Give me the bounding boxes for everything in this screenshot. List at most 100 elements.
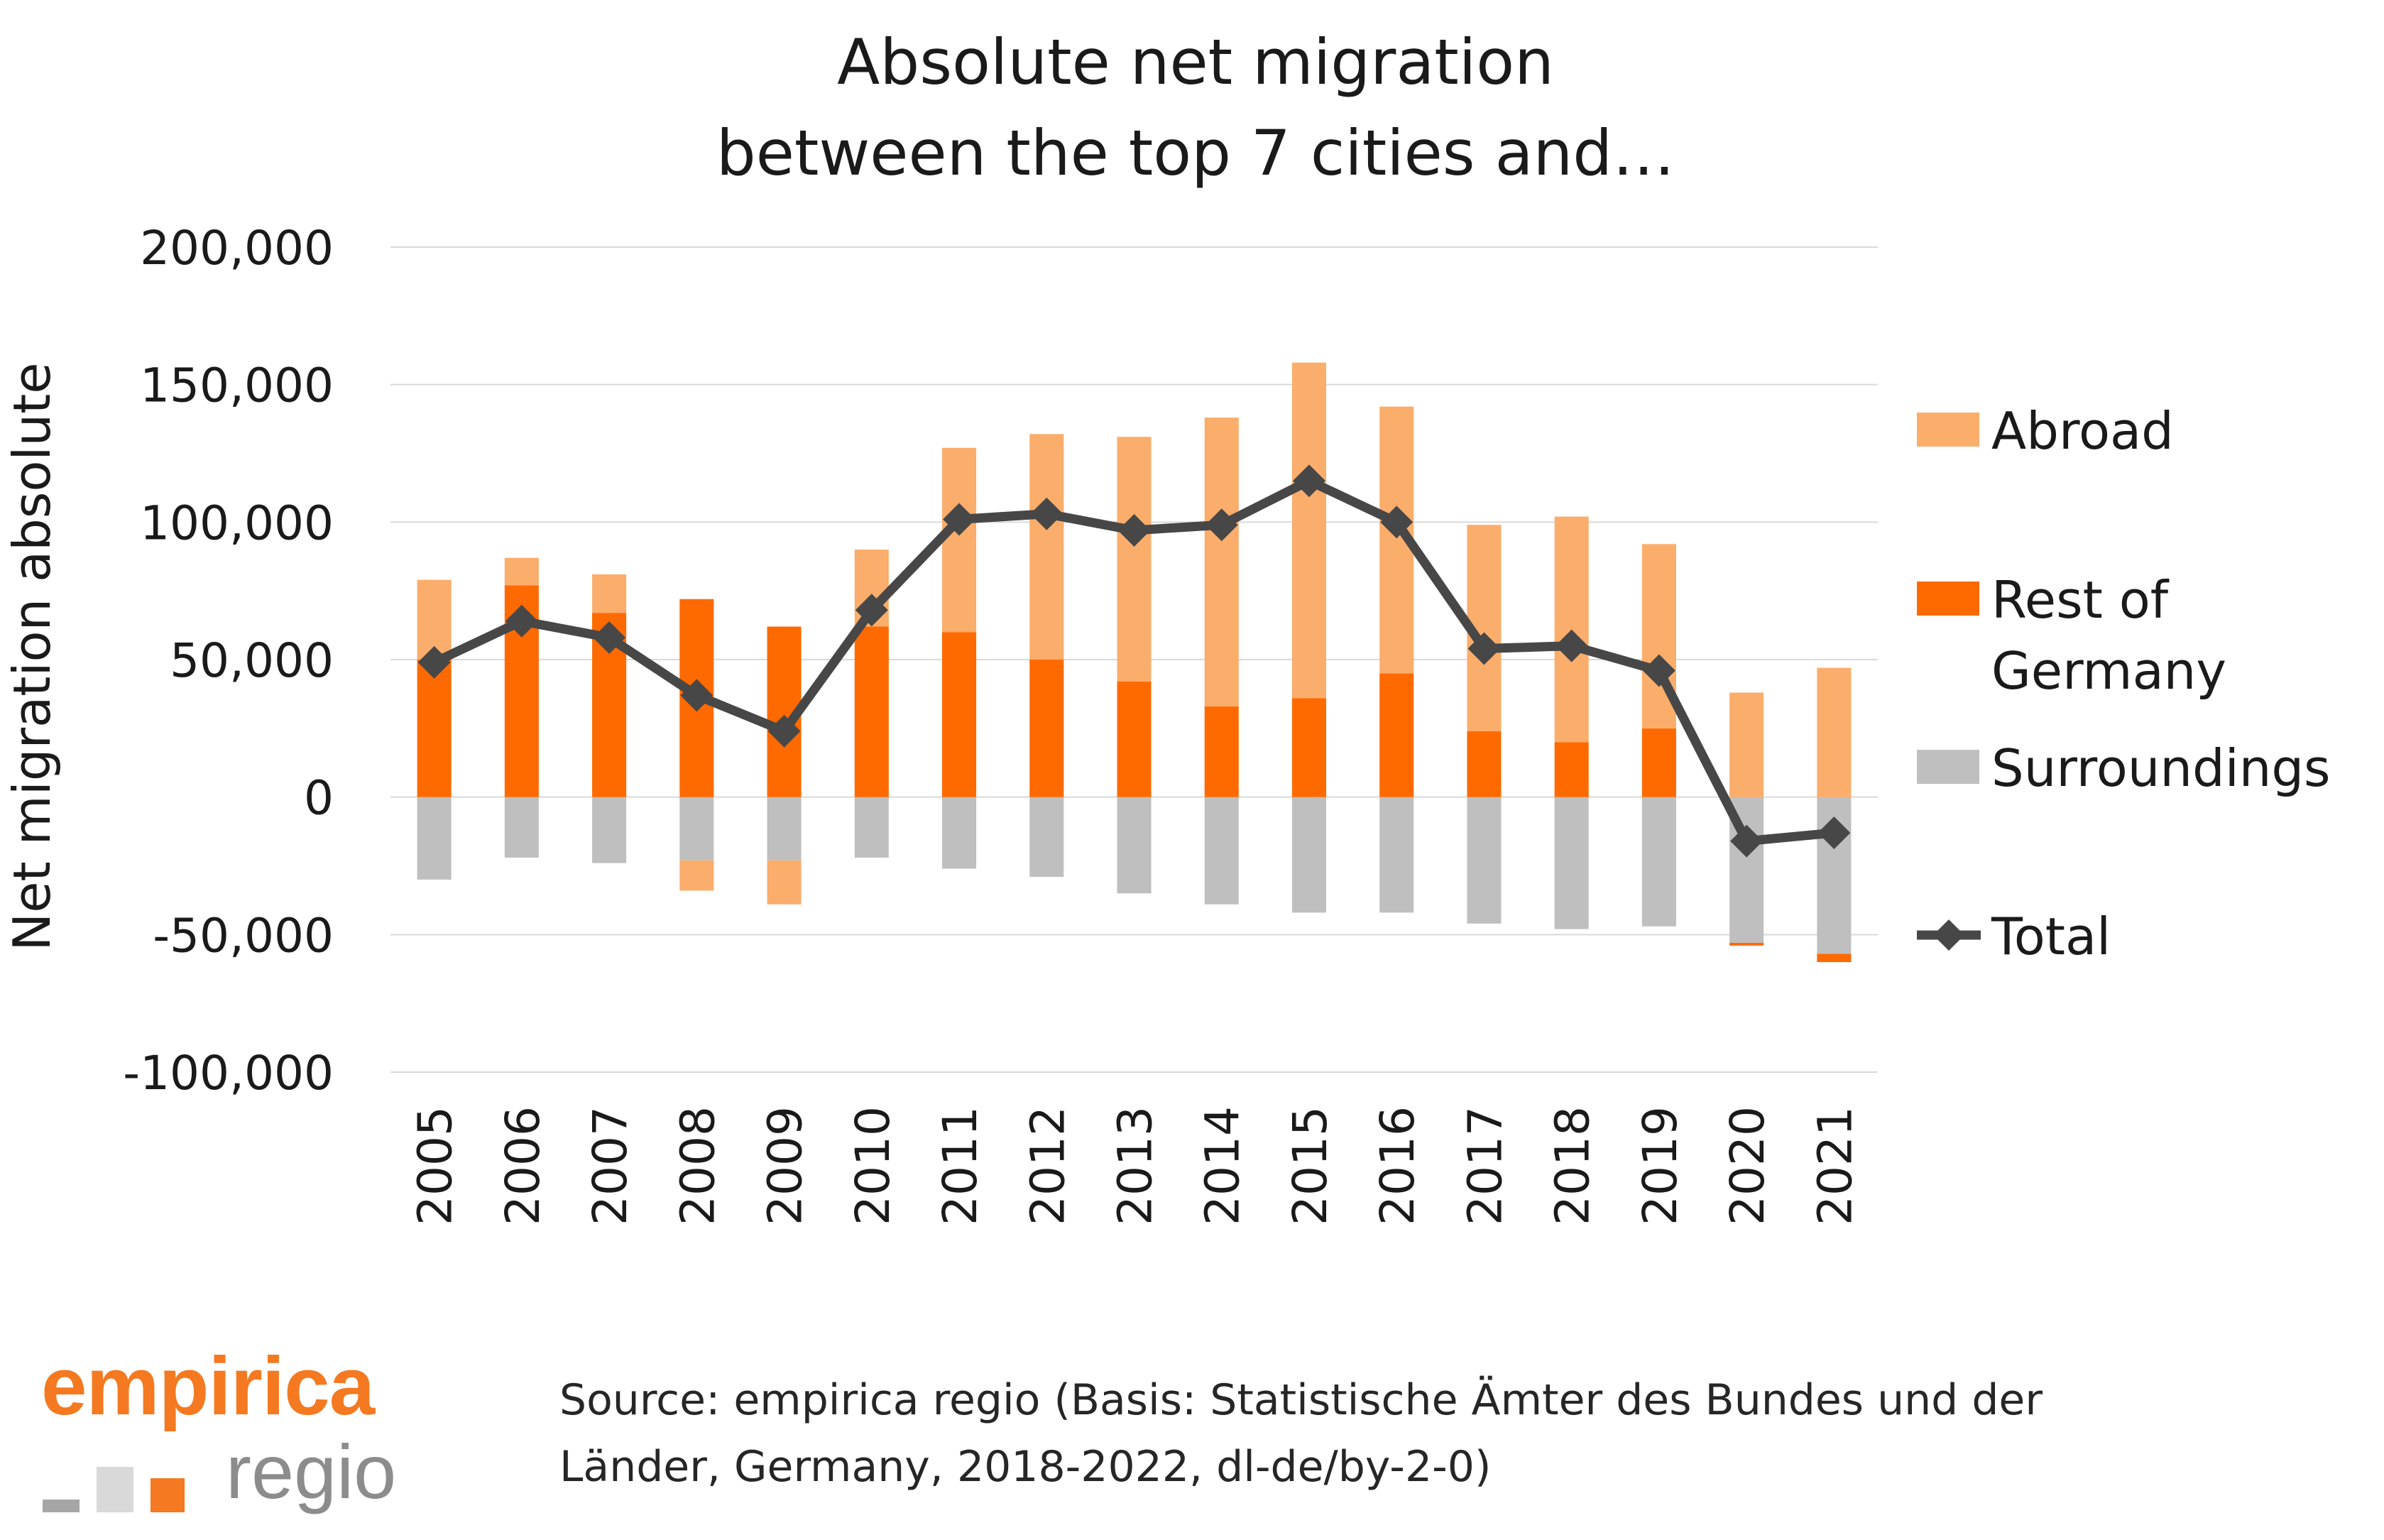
legend-label-line: Abroad xyxy=(1991,401,2174,461)
x-tick-label: 2009 xyxy=(758,1106,813,1225)
bar-rest-of-germany-2019 xyxy=(1641,728,1676,797)
bar-surroundings-2011 xyxy=(941,797,977,869)
legend-label-line: Surroundings xyxy=(1991,738,2331,798)
bar-abroad-2012 xyxy=(1029,434,1064,660)
total-marker-2020 xyxy=(1730,824,1764,858)
total-marker-2006 xyxy=(505,604,538,638)
x-tick-label: 2011 xyxy=(933,1106,988,1225)
x-tick-label: 2018 xyxy=(1546,1106,1600,1225)
bar-rest-of-germany-2014 xyxy=(1204,706,1239,797)
bar-rest-of-germany-2012 xyxy=(1029,660,1064,797)
y-tick-label: -100,000 xyxy=(123,1046,334,1101)
bar-abroad-2006 xyxy=(504,557,539,586)
x-tick-label: 2017 xyxy=(1458,1106,1512,1225)
legend-swatch-abroad xyxy=(1917,413,1979,447)
total-marker-2008 xyxy=(680,679,713,712)
bar-abroad-2011 xyxy=(941,447,977,633)
bar-abroad-2013 xyxy=(1117,437,1152,682)
y-tick-label: 100,000 xyxy=(140,496,334,550)
bar-surroundings-2009 xyxy=(767,797,802,861)
bar-abroad-2008 xyxy=(679,860,714,891)
bar-abroad-2007 xyxy=(592,574,627,613)
total-line xyxy=(417,464,1851,858)
y-tick-label: 0 xyxy=(304,771,334,826)
bar-surroundings-2014 xyxy=(1204,797,1239,905)
y-axis-label: Net migration absolute xyxy=(2,362,62,951)
x-tick-label: 2007 xyxy=(583,1106,638,1225)
logo-subtitle: regio xyxy=(226,1429,397,1514)
bar-rest-of-germany-2021 xyxy=(1817,954,1852,963)
bar-abroad-2018 xyxy=(1554,516,1589,743)
legend-label-abroad: Abroad xyxy=(1991,401,2174,461)
bar-rest-of-germany-2005 xyxy=(417,660,452,797)
bar-rest-of-germany-2018 xyxy=(1554,742,1589,797)
x-tick-label: 2019 xyxy=(1633,1106,1688,1225)
bar-surroundings-2017 xyxy=(1467,797,1502,924)
bar-abroad-2009 xyxy=(767,860,802,905)
bar-abroad-2020 xyxy=(1729,692,1764,797)
y-tick-label: 150,000 xyxy=(140,359,334,413)
bar-surroundings-2012 xyxy=(1029,797,1064,877)
source-line-1: Source: empirica regio (Basis: Statistis… xyxy=(559,1375,2043,1425)
bar-surroundings-2005 xyxy=(417,797,452,880)
legend-label-line: Total xyxy=(1991,907,2111,966)
total-marker-2013 xyxy=(1117,513,1151,547)
source-note: Source: empirica regio (Basis: Statistis… xyxy=(559,1367,2334,1500)
bar-rest-of-germany-2020 xyxy=(1729,942,1764,946)
bar-surroundings-2010 xyxy=(854,797,889,858)
bar-rest-of-germany-2017 xyxy=(1467,731,1502,797)
bar-abroad-2014 xyxy=(1204,417,1239,706)
x-tick-label: 2021 xyxy=(1808,1106,1862,1225)
bar-rest-of-germany-2015 xyxy=(1291,698,1327,797)
bar-surroundings-2008 xyxy=(679,797,714,861)
legend-label-rest-of-germany: Rest of Germany xyxy=(1991,570,2226,701)
x-tick-label: 2014 xyxy=(1196,1106,1250,1225)
bar-surroundings-2006 xyxy=(504,797,539,858)
total-marker-2015 xyxy=(1292,464,1325,498)
legend: Abroad Rest of Germany Surroundings Total xyxy=(1917,401,2331,966)
legend-marker-total xyxy=(1933,919,1964,951)
logo-square-orange xyxy=(151,1478,185,1512)
x-tick-label: 2020 xyxy=(1720,1106,1775,1225)
bar-surroundings-2015 xyxy=(1291,797,1327,913)
bar-surroundings-2013 xyxy=(1117,797,1152,894)
total-marker-2021 xyxy=(1817,817,1851,850)
total-marker-2010 xyxy=(855,594,888,627)
legend-swatch-rest-of-germany xyxy=(1917,581,1979,616)
x-tick-label: 2012 xyxy=(1020,1106,1075,1225)
total-marker-2019 xyxy=(1642,654,1675,687)
x-tick-labels: 2005 2006 2007 2008 2009 2010 2011 2012 2013 2014… xyxy=(408,1106,1863,1225)
bar-rest-of-germany-2010 xyxy=(854,626,889,797)
bar-surroundings-2007 xyxy=(592,797,627,863)
logo-wordmark: empirica xyxy=(41,1340,375,1432)
bar-rest-of-germany-2011 xyxy=(941,632,977,797)
legend-label-surroundings: Surroundings xyxy=(1991,738,2331,798)
total-marker-2012 xyxy=(1030,497,1063,530)
chart-title-line-2: between the top 7 cities and… xyxy=(716,116,1675,190)
legend-label-line: Germany xyxy=(1991,641,2226,701)
bar-abroad-2021 xyxy=(1817,667,1852,797)
y-tick-label: -50,000 xyxy=(153,908,334,963)
total-marker-2007 xyxy=(593,621,626,655)
y-tick-label: 50,000 xyxy=(170,633,334,688)
bar-abroad-2015 xyxy=(1291,362,1327,699)
x-tick-label: 2010 xyxy=(846,1106,900,1225)
x-tick-label: 2016 xyxy=(1370,1106,1425,1225)
bar-rest-of-germany-2013 xyxy=(1117,681,1152,797)
x-tick-label: 2006 xyxy=(496,1106,550,1225)
bar-surroundings-2016 xyxy=(1379,797,1414,913)
logo-square-light xyxy=(97,1467,133,1512)
bar-surroundings-2018 xyxy=(1554,797,1589,929)
logo-square-grey xyxy=(43,1500,80,1512)
chart-title-line-1: Absolute net migration xyxy=(837,26,1554,99)
legend-label-line: Rest of xyxy=(1991,570,2170,630)
x-tick-label: 2015 xyxy=(1283,1106,1338,1225)
total-marker-2018 xyxy=(1555,629,1588,662)
total-marker-2009 xyxy=(767,714,801,748)
bars xyxy=(417,362,1852,963)
total-marker-2011 xyxy=(943,503,976,536)
x-tick-label: 2013 xyxy=(1108,1106,1163,1225)
x-tick-label: 2005 xyxy=(408,1106,463,1225)
source-line-2: Länder, Germany, 2018-2022, dl-de/by-2-0… xyxy=(559,1442,1492,1492)
